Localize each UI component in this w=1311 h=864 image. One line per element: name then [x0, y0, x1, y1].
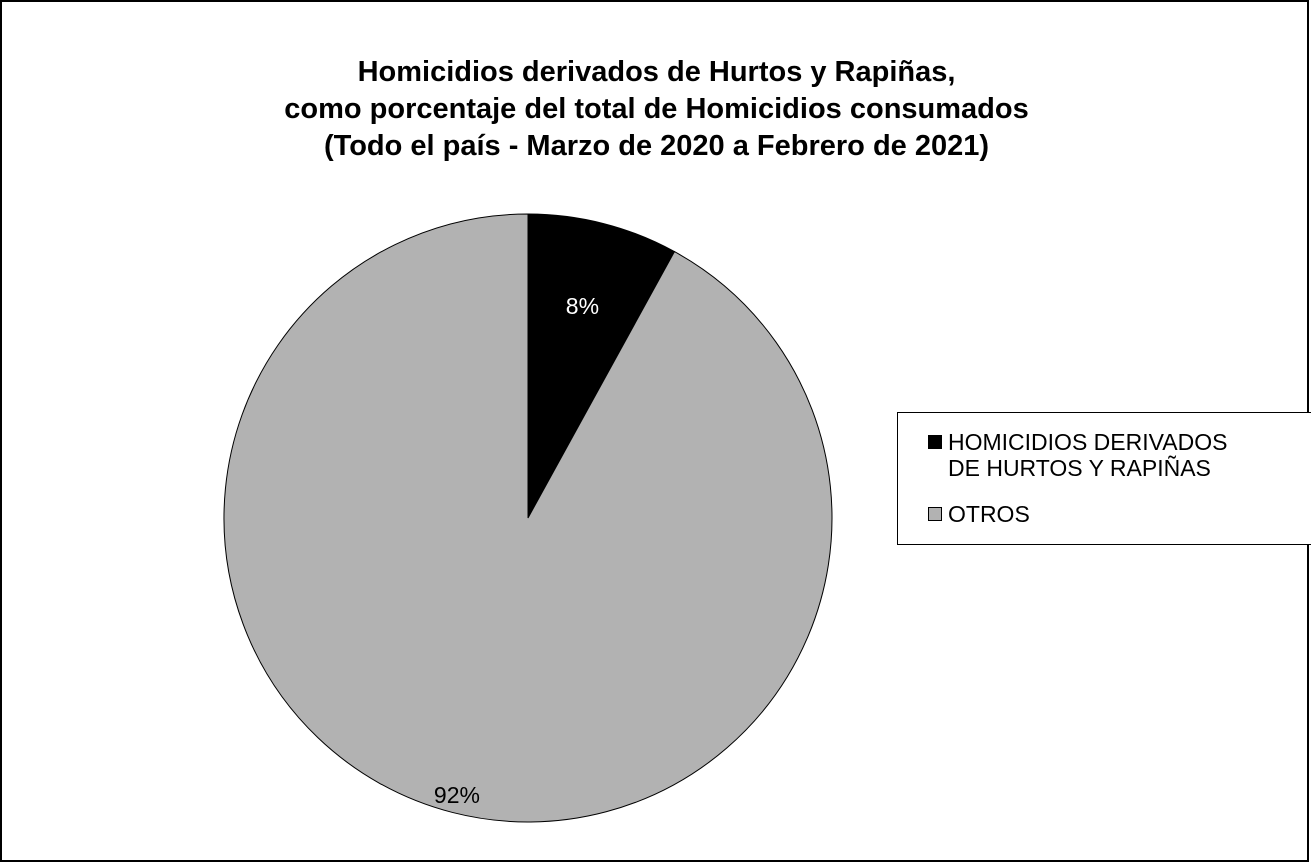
pie-slice-homicidios — [527, 213, 676, 519]
chart-title-line-1: Homicidios derivados de Hurtos y Rapiñas… — [357, 56, 956, 88]
chart-legend: HOMICIDIOS DERIVADOS DE HURTOS Y RAPIÑAS… — [897, 412, 1311, 545]
legend-label-otros: OTROS — [948, 501, 1030, 527]
legend-swatch-homicidios — [928, 435, 942, 449]
pie-slice-otros — [223, 213, 833, 823]
chart-title: Homicidios derivados de Hurtos y Rapiñas… — [2, 54, 1311, 165]
legend-label-homicidios: HOMICIDIOS DERIVADOS DE HURTOS Y RAPIÑAS — [948, 429, 1228, 481]
legend-swatch-otros — [928, 507, 942, 521]
chart-title-line-3: (Todo el país - Marzo de 2020 a Febrero … — [323, 130, 990, 162]
data-label-homicidios: 8% — [566, 293, 599, 319]
data-label-otros: 92% — [434, 782, 480, 808]
chart-title-line-2: como porcentaje del total de Homicidios … — [284, 93, 1029, 125]
